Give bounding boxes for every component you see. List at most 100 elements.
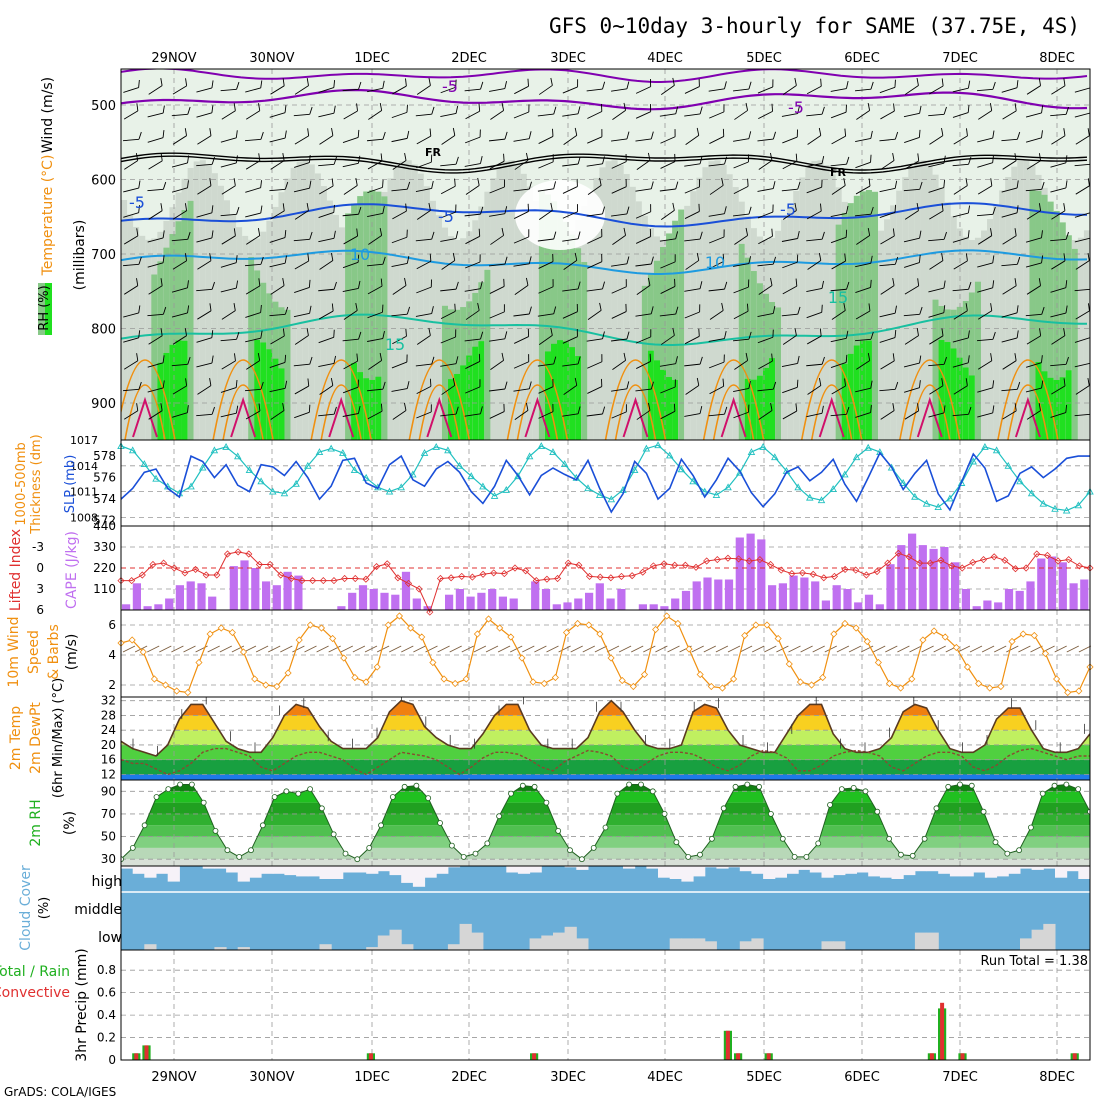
barb-staff [392,160,407,170]
wind-barb [1051,78,1066,95]
barb-flag [138,180,141,189]
li-point [117,577,125,585]
rh-mid [993,205,1000,440]
wind-barb [709,177,724,195]
wind-barb [220,379,238,393]
temp-tick-label: 20 [101,738,116,752]
barb-staff [660,136,676,144]
barb-flag [162,105,165,114]
rh-point [519,782,526,789]
barb-staff [1050,412,1066,418]
barb-staff [563,260,578,270]
barb-staff [196,237,213,243]
barb-flag [845,205,849,214]
wind-barb [244,256,264,267]
barb-staff [903,237,920,243]
barb-flag [771,228,773,237]
wind-barb [465,228,481,245]
barb-flag [1041,355,1043,363]
li-point [639,568,647,576]
rh-point [779,835,786,842]
barb-flag [258,103,261,111]
wind-barb [172,78,188,95]
wind-barb [659,231,679,242]
barb-staff [903,188,920,192]
pressure-tick-label: 800 [91,323,116,338]
wind-barb [489,153,505,170]
barb-staff [513,263,530,267]
wind-barb [733,154,750,169]
slp-point [257,477,265,485]
barb-flag [405,328,407,337]
wind-barb [1002,403,1017,420]
barb-flag [724,406,728,415]
barb-flag [135,153,139,161]
contour-25 [909,384,951,440]
barb-flag [1041,105,1044,114]
cape-bar [875,604,884,610]
barb-flag [1063,378,1066,386]
barb-flag [1087,378,1090,386]
barb-staff [440,363,457,367]
dewpoint-line [121,747,1090,776]
li-point [394,574,402,582]
contour-minus10 [121,69,1088,83]
barb-staff [685,135,700,145]
barb-staff [636,410,651,420]
barb-staff [538,136,554,144]
barb-flag [748,81,752,90]
li-tick-label: 0 [36,561,44,575]
barb-staff [904,85,919,95]
barb-flag [211,156,215,165]
wind-barb [489,331,508,342]
barb-flag [821,405,824,414]
barb-staff [148,335,163,345]
rh-mid [829,174,837,440]
barb-flag [525,152,529,161]
wind-barb [830,354,848,368]
wind-speed-point [295,636,303,644]
barb-staff [758,110,773,120]
rh-point [945,783,952,790]
barb-flag [574,127,578,136]
barb-flag [747,154,750,162]
barb-flag [504,206,508,214]
barb-staff [392,210,407,220]
surface-wind-barb [219,645,233,653]
barb-staff [830,212,847,218]
wind-barb [489,403,505,419]
barb-staff [343,310,358,320]
wind-barb [319,128,334,145]
wind-barb [855,255,873,268]
cape-bar [994,602,1003,610]
rh-bright [847,353,855,440]
wind-barb [196,230,214,243]
wind-barb [977,303,993,320]
barb-flag [1063,328,1066,336]
wind-barb [635,181,654,192]
barb-flag [748,404,750,413]
barb-staff [147,188,164,192]
barb-staff [367,410,383,420]
wind-barb [489,81,508,92]
bottom-date-tick: 6DEC [844,1070,880,1085]
rh-green [248,257,255,440]
li-point [213,571,221,579]
barb-staff [342,338,359,342]
barb-flag [428,327,431,336]
rh-point [874,808,881,815]
barb-flag [525,277,529,286]
barb-staff [708,361,725,369]
barb-staff [635,211,651,219]
wind-barb [806,304,823,319]
barb-staff [319,185,334,195]
wind-barb [660,403,676,420]
barb-staff [514,211,529,219]
wind-barb [880,278,895,295]
wind-barb [538,202,553,220]
surface-wind-barb [328,645,341,653]
surface-wind-barb [207,645,220,653]
li-point [532,577,540,585]
barb-flag [820,78,822,87]
barb-flag [647,152,651,161]
